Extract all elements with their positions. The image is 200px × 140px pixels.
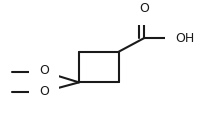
Text: O: O	[139, 2, 149, 15]
Text: O: O	[39, 85, 49, 98]
Text: O: O	[39, 65, 49, 77]
Text: OH: OH	[175, 32, 194, 45]
